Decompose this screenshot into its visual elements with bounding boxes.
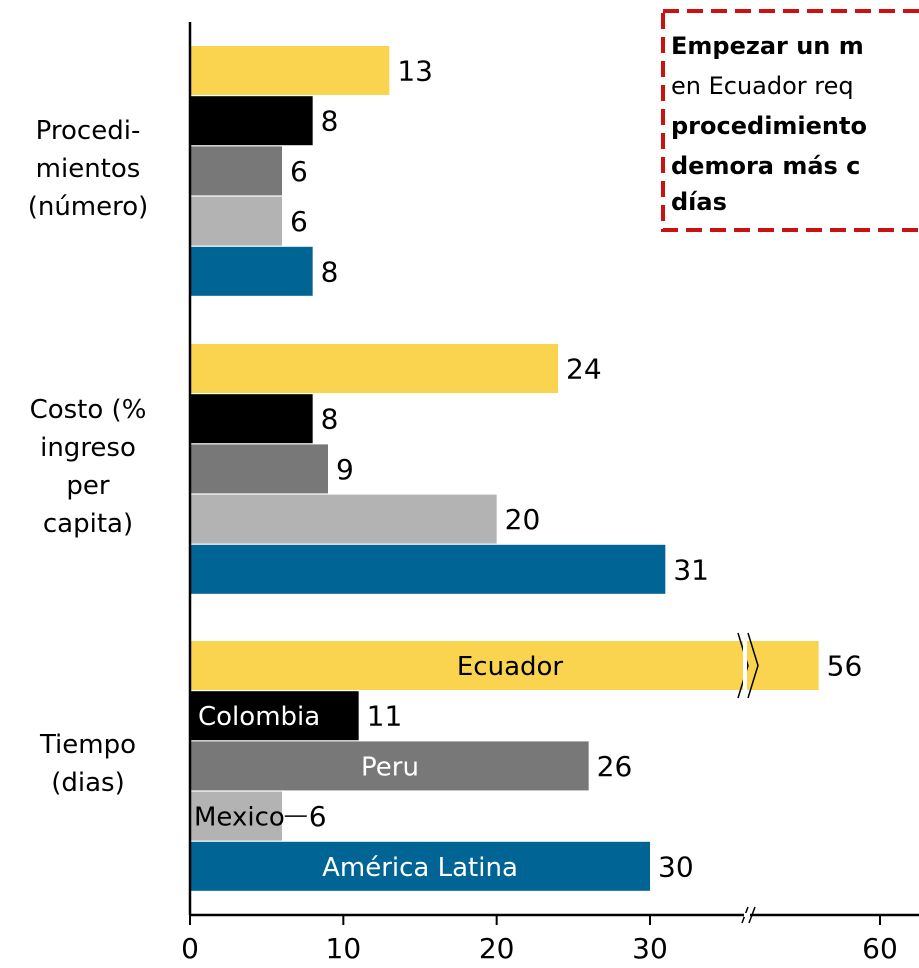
bar xyxy=(190,196,282,246)
bar xyxy=(190,494,497,544)
x-tick-label: 0 xyxy=(181,932,199,965)
value-label: 8 xyxy=(321,105,339,138)
category-label: (dias) xyxy=(51,768,125,798)
value-label: 8 xyxy=(321,255,339,288)
category-label: Procedi- xyxy=(36,116,141,146)
value-label: 30 xyxy=(658,850,694,883)
bar xyxy=(190,344,558,393)
annotation-line: días xyxy=(671,188,727,216)
x-tick-label: 30 xyxy=(632,932,668,965)
legend-label: Colombia xyxy=(198,702,320,732)
value-label: 26 xyxy=(597,750,633,783)
value-label: 6 xyxy=(290,205,308,238)
x-tick-label: 60 xyxy=(862,932,898,965)
bar xyxy=(190,544,666,594)
value-label: 8 xyxy=(321,403,339,436)
bar xyxy=(190,46,390,95)
bar xyxy=(190,394,313,444)
category-label: capita) xyxy=(43,509,133,539)
annotation-line: en Ecuador req xyxy=(671,72,854,100)
value-label: 24 xyxy=(566,353,602,386)
annotation-line: Empezar un m xyxy=(671,32,864,60)
category-label: mientos xyxy=(36,154,141,184)
category-label: Costo (% xyxy=(30,395,147,425)
value-label: 13 xyxy=(397,55,433,88)
annotation-box xyxy=(661,9,919,232)
axis-gap xyxy=(744,913,750,917)
category-label: ingreso xyxy=(40,433,136,463)
value-label: 56 xyxy=(827,650,863,683)
bar xyxy=(190,741,589,791)
bar xyxy=(190,444,328,494)
category-label: Tiempo xyxy=(39,730,136,760)
bar xyxy=(190,246,313,296)
value-label: 11 xyxy=(367,700,403,733)
bar xyxy=(190,96,313,146)
bar-break xyxy=(737,632,759,699)
bar-gap xyxy=(743,641,747,690)
annotation-line: procedimiento xyxy=(671,112,867,140)
bar xyxy=(190,791,282,841)
bar xyxy=(190,841,650,891)
legend-label: América Latina xyxy=(322,853,518,883)
category-label: (número) xyxy=(28,192,149,222)
value-label: 6 xyxy=(309,800,327,833)
value-label: 9 xyxy=(336,453,354,486)
legend-label: Mexico xyxy=(194,803,285,833)
legend-label: Peru xyxy=(361,752,419,782)
bar xyxy=(190,641,819,690)
x-tick-label: 10 xyxy=(326,932,362,965)
x-tick-label: 20 xyxy=(479,932,515,965)
category-label: per xyxy=(66,471,110,501)
value-label: 6 xyxy=(290,155,308,188)
bar xyxy=(190,146,282,196)
value-label: 31 xyxy=(673,553,709,586)
value-label: 20 xyxy=(505,503,541,536)
annotation-line: demora más c xyxy=(671,152,860,180)
legend-label: Ecuador xyxy=(457,652,564,682)
bar xyxy=(190,691,359,741)
